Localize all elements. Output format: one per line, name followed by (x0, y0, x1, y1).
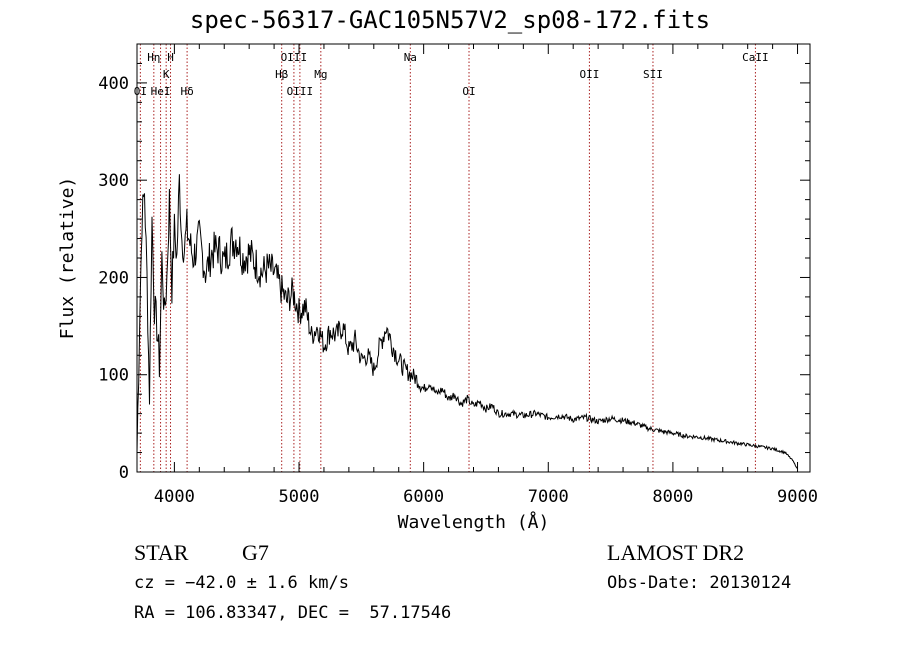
y-tick-label: 0 (119, 463, 129, 483)
spectral-line-label: H (167, 51, 174, 64)
survey-name: LAMOST DR2 (607, 540, 745, 565)
spectral-line-label: Hδ (180, 85, 193, 98)
spectral-line-label: HeI (151, 85, 171, 98)
spectral-line-label: OI (462, 85, 475, 98)
spectral-line-label: OIII (287, 85, 314, 98)
spectral-line-label: OIII (281, 51, 308, 64)
y-tick-label: 400 (98, 74, 129, 94)
x-tick-label: 6000 (403, 487, 444, 507)
obs-date: Obs-Date: 20130124 (607, 573, 792, 593)
x-axis-label: Wavelength (Å) (398, 511, 550, 533)
spectral-line-label: K (163, 68, 170, 81)
spectral-line-label: Hβ (275, 68, 289, 81)
spectral-line-label: Hη (147, 51, 160, 64)
x-tick-label: 7000 (528, 487, 569, 507)
spectral-line-label: Mg (314, 68, 327, 81)
spectral-line-label: CaII (742, 51, 769, 64)
redshift-line: cz = −42.0 ± 1.6 km/s (134, 573, 349, 593)
spectrum-line (136, 174, 798, 470)
x-tick-label: 9000 (777, 487, 818, 507)
spectral-line-label: OI (134, 85, 147, 98)
spectral-line-label: SII (643, 68, 663, 81)
object-class: STAR (134, 540, 189, 565)
y-axis-label: Flux (relative) (57, 177, 78, 340)
spectral-line-label: Na (404, 51, 417, 64)
x-tick-label: 8000 (652, 487, 693, 507)
plot-frame (136, 43, 811, 473)
y-tick-label: 100 (98, 366, 129, 386)
x-tick-label: 4000 (154, 487, 195, 507)
spectral-line-label: OII (579, 68, 599, 81)
y-tick-label: 200 (98, 268, 129, 288)
chart-title: spec-56317-GAC105N57V2_sp08-172.fits (189, 6, 711, 34)
x-tick-label: 5000 (279, 487, 320, 507)
object-subclass: G7 (242, 540, 269, 565)
coordinates-line: RA = 106.83347, DEC = 57.17546 (134, 603, 452, 623)
y-tick-label: 300 (98, 171, 129, 191)
